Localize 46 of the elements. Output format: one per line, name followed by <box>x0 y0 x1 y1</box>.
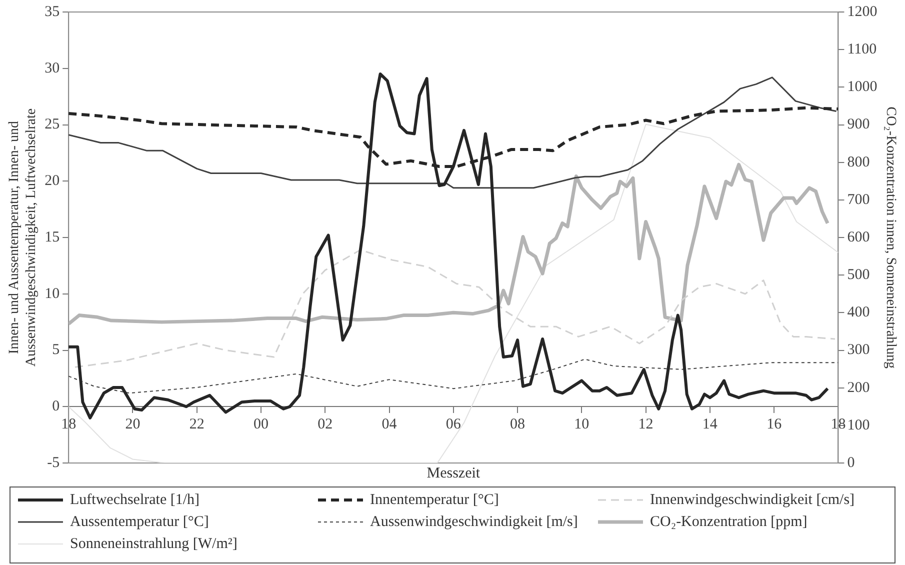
y-tick-label: 15 <box>44 229 60 246</box>
y2-axis-title: CO₂-Konzentration innen, Sonneneinstrahlung <box>882 106 898 368</box>
line-series <box>68 358 838 394</box>
x-tick-label: 10 <box>574 416 590 433</box>
y2-tick-label: 500 <box>847 267 870 284</box>
legend-label: CO₂-Konzentration [ppm] <box>650 514 808 530</box>
y2-tick-label: 400 <box>847 304 870 321</box>
x-tick-label: 12 <box>638 416 654 433</box>
legend-label: Aussentemperatur [°C] <box>70 514 209 530</box>
y-tick-label: -5 <box>47 454 60 471</box>
line-series <box>74 249 836 368</box>
y2-tick-label: 900 <box>847 116 870 133</box>
x-tick-label: 08 <box>510 416 526 433</box>
x-tick-label: 16 <box>766 416 782 433</box>
y-tick-label: 25 <box>44 116 60 133</box>
y2-tick-label: 300 <box>847 342 870 358</box>
legend-label: Aussenwindgeschwindigkeit [m/s] <box>370 514 578 530</box>
x-tick-label: 20 <box>125 416 140 433</box>
y2-tick-label: 600 <box>847 229 870 246</box>
x-tick-label: 06 <box>446 416 462 433</box>
x-tick-label: 22 <box>189 416 204 433</box>
x-tick-label: 14 <box>702 416 718 433</box>
y-tick-label: 10 <box>44 286 60 302</box>
y-tick-label: 5 <box>52 342 60 358</box>
x-tick-label: 02 <box>318 416 333 433</box>
y2-tick-label: 200 <box>847 380 870 396</box>
text: Aussenwindgeschwindigkeit, Luftwechselrate <box>24 108 39 367</box>
x-axis-title: Messzeit <box>426 465 481 482</box>
y-tick-label: 30 <box>44 60 60 76</box>
y2-tick-label: 1200 <box>847 4 878 20</box>
y2-tick-label: 0 <box>847 454 855 471</box>
x-tick-label: 00 <box>254 416 268 433</box>
y2-tick-label: 1100 <box>847 42 877 58</box>
x-tick-label: 04 <box>382 416 398 433</box>
y2-tick-label: 700 <box>847 192 870 208</box>
legend-label: Sonneneinstrahlung [W/m²] <box>70 536 238 552</box>
text: Innen- und Aussentemperatur, Innen- und <box>7 120 22 354</box>
y-tick-label: 35 <box>44 4 60 20</box>
legend-label: Innenwindgeschwindigkeit [cm/s] <box>650 492 855 508</box>
legend-label: Luftwechselrate [1/h] <box>70 492 200 508</box>
y-tick-label: 20 <box>44 173 60 190</box>
y2-tick-label: 100 <box>847 417 870 434</box>
y-tick-label: 0 <box>52 398 60 415</box>
legend-label: Innentemperatur [°C] <box>370 492 499 508</box>
y2-tick-label: 800 <box>847 154 870 170</box>
y2-tick-label: 1000 <box>847 79 878 96</box>
